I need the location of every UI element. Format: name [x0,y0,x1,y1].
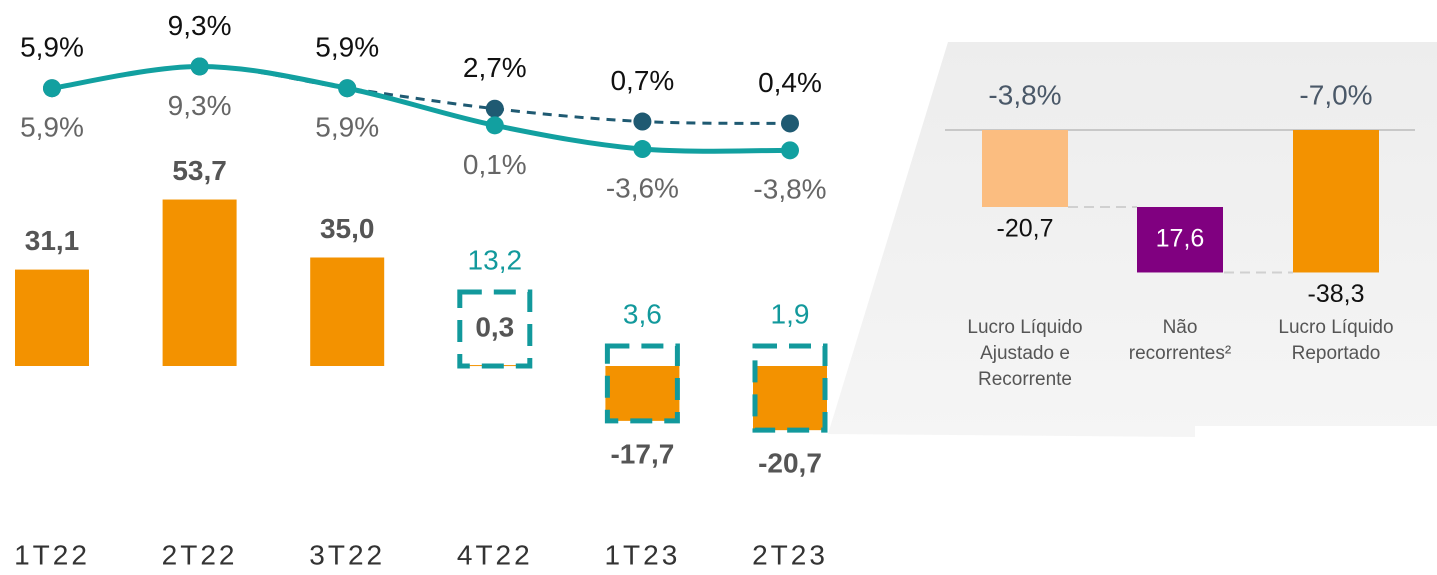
line [51,63,791,154]
bar-value-label: 31,1 [25,225,80,256]
bar [310,257,385,366]
line-value-label: 0,7% [610,65,674,96]
adjusted-label: 1,9 [771,298,810,329]
category-label: Não recorrentes² [1128,317,1232,364]
bar [15,269,89,366]
line [51,64,791,125]
x-tick-label: 2T23 [752,539,828,570]
highlight-box [604,343,680,424]
bar [1293,130,1379,273]
line-value-label: -3,6% [606,172,679,203]
adjusted-label: 13,2 [468,244,523,275]
point [485,99,504,118]
category-label: Lucro Líquido Reportado [1278,317,1394,364]
margin-label: -7,0% [1299,79,1372,110]
point [781,114,799,133]
bar [1137,207,1223,273]
line-value-label: 9,3% [168,10,232,41]
point [633,140,652,159]
bar [753,366,827,431]
category-label: Lucro Líquido Ajustado e Recorrente [967,317,1083,390]
bar-value-label: 35,0 [320,213,375,244]
bar-value-label: -20,7 [997,215,1054,243]
point [338,79,357,98]
point [633,112,652,131]
point [190,57,209,76]
bar-value-label: 17,6 [1156,224,1205,252]
bar-value-label: 0,3 [475,311,514,342]
line-value-label: 5,9% [315,32,379,63]
line-value-label: 0,1% [463,149,527,180]
line-value-label: 0,4% [758,67,822,98]
line-value-label: -3,8% [753,174,826,205]
highlight-box [457,289,533,369]
point [781,141,799,160]
line-value-label: 9,3% [168,90,232,121]
x-tick-label: 3T22 [309,539,385,570]
line-value-label: 2,7% [463,52,527,83]
point [43,79,61,98]
x-tick-label: 1T23 [604,539,680,570]
line-value-label: 5,9% [20,32,84,63]
x-tick-label: 1T22 [14,539,90,570]
bar [982,130,1068,208]
x-tick-label: 4T22 [457,539,533,570]
zoom-panel [828,42,1437,437]
bar-value-label: -17,7 [610,438,674,469]
line-value-label: 5,9% [20,112,84,143]
adjusted-label: 3,6 [623,298,662,329]
highlight-box [752,343,828,433]
line-value-label: 5,9% [315,112,379,143]
bar [605,366,680,421]
point [485,116,504,135]
bar [162,199,237,366]
x-tick-label: 2T22 [162,539,238,570]
bar-value-label: -20,7 [758,448,822,479]
margin-label: -3,8% [988,79,1061,110]
bar-value-label: 53,7 [172,155,227,186]
bar-value-label: -38,3 [1308,280,1365,308]
